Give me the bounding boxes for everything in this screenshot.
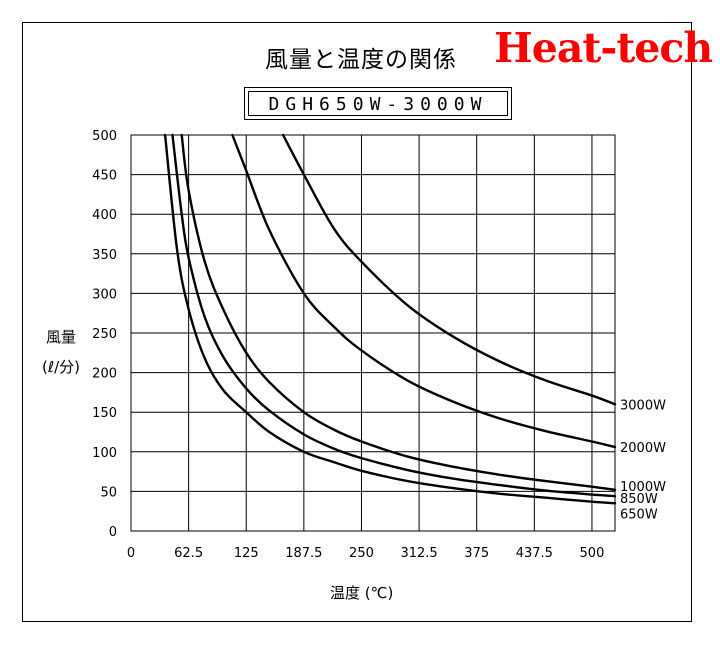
x-tick-label: 0 — [127, 546, 135, 561]
y-tick-label: 450 — [92, 169, 117, 184]
series-label-2000w: 2000W — [620, 441, 666, 456]
x-tick-label: 250 — [349, 546, 374, 561]
x-tick-label: 375 — [464, 546, 489, 561]
y-axis-label-line1: 風量 — [45, 328, 76, 346]
tick-labels: 0 62.5 125 187.5 250 312.5 375 437.5 500 0 50 100 15… — [92, 129, 604, 561]
chart-title: 風量と温度の関係 — [265, 47, 457, 73]
x-tick-label: 437.5 — [516, 546, 553, 561]
series-line-2000w — [231, 133, 617, 449]
brand-logo: Heat-tech — [494, 24, 713, 72]
series-line-1000w — [180, 133, 617, 492]
x-tick-label: 62.5 — [174, 546, 203, 561]
chart-frame — [22, 22, 692, 622]
series-lines — [163, 133, 617, 505]
y-tick-label: 0 — [109, 525, 117, 540]
y-axis-label: 風量 (ℓ/分) — [30, 322, 92, 382]
grid — [130, 134, 616, 532]
series-label-3000w: 3000W — [620, 398, 666, 413]
series-line-650w — [163, 133, 617, 505]
x-tick-label: 500 — [580, 546, 605, 561]
series-label-650w: 650W — [620, 507, 658, 522]
series-line-850w — [171, 133, 617, 498]
y-tick-label: 100 — [92, 446, 117, 461]
x-tick-label: 125 — [234, 546, 259, 561]
model-label: DGH650W-3000W — [248, 91, 508, 116]
series-label-850w: 850W — [620, 492, 658, 507]
y-tick-label: 250 — [92, 327, 117, 342]
model-box: DGH650W-3000W — [244, 87, 512, 120]
y-tick-label: 200 — [92, 367, 117, 382]
y-tick-label: 150 — [92, 406, 117, 421]
x-tick-label: 187.5 — [285, 546, 322, 561]
series-line-3000w — [281, 133, 617, 406]
x-tick-label: 312.5 — [400, 546, 437, 561]
y-tick-label: 400 — [92, 208, 117, 223]
y-tick-label: 300 — [92, 287, 117, 302]
y-tick-label: 500 — [92, 129, 117, 144]
y-tick-label: 50 — [100, 485, 117, 500]
y-tick-label: 350 — [92, 248, 117, 263]
y-axis-label-line2: (ℓ/分) — [42, 358, 80, 376]
x-axis-label: 温度 (℃) — [330, 584, 394, 602]
series-label-1000w: 1000W — [620, 480, 666, 495]
